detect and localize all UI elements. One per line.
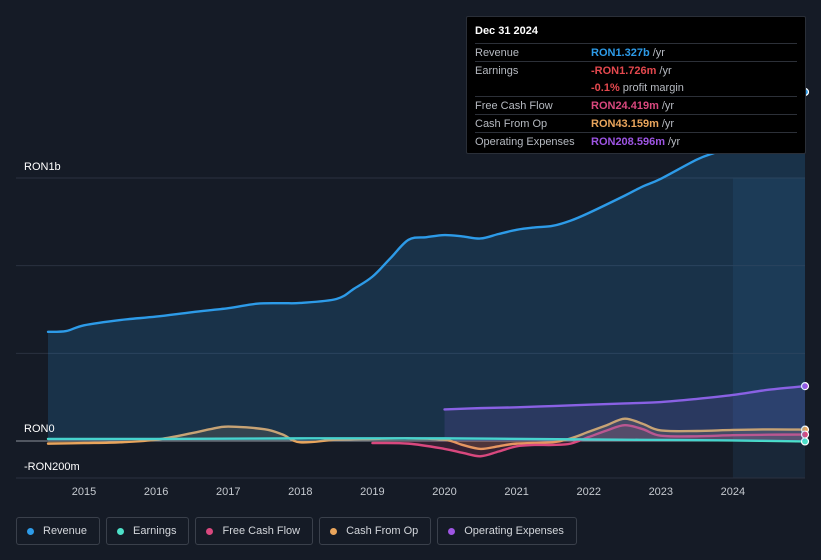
tooltip-unit: /yr — [659, 64, 672, 77]
tooltip-value: RON43.159m — [591, 117, 659, 130]
legend-label: Free Cash Flow — [222, 525, 301, 537]
x-tick-label: 2023 — [649, 486, 673, 498]
y-axis-top-label: RON1b — [24, 161, 61, 173]
legend-item-cash-from-op[interactable]: Cash From Op — [319, 517, 432, 545]
x-tick-label: 2020 — [432, 486, 456, 498]
legend-dot-icon — [27, 527, 34, 535]
free-cash-flow-line — [371, 424, 807, 458]
legend-item-revenue[interactable]: Revenue — [16, 517, 101, 545]
legend-label: Revenue — [43, 525, 88, 537]
operating-expenses-line — [443, 384, 807, 411]
tooltip-row: Earnings -RON1.726m/yr — [475, 61, 797, 79]
tooltip-value: RON24.419m — [591, 99, 659, 112]
tooltip-row: Cash From Op RON43.159m/yr — [475, 114, 797, 132]
x-tick-label: 2015 — [72, 486, 96, 498]
tooltip-label: Earnings — [475, 64, 519, 77]
x-tick-label: 2016 — [144, 486, 168, 498]
x-tick-label: 2021 — [504, 486, 528, 498]
legend-dot-icon — [206, 527, 214, 535]
tooltip-value: RON1.327b — [591, 46, 650, 59]
cash-from-op-line — [46, 417, 807, 451]
x-tick-label: 2019 — [360, 486, 384, 498]
x-tick-label: 2024 — [721, 486, 745, 498]
operating-expenses-end-marker — [800, 382, 810, 391]
tooltip-unit: /yr — [652, 46, 665, 59]
legend-item-free-cash-flow[interactable]: Free Cash Flow — [195, 517, 314, 545]
tooltip-label: Free Cash Flow — [475, 99, 553, 112]
tooltip-row: Revenue RON1.327b/yr — [475, 43, 797, 61]
tooltip-unit: profit margin — [622, 81, 684, 94]
tooltip-label: Operating Expenses — [475, 135, 575, 148]
tooltip-row: -0.1% profit margin — [475, 79, 797, 96]
legend-dot-icon — [448, 527, 456, 535]
legend-dot-icon — [117, 527, 125, 535]
legend: Revenue Earnings Free Cash Flow Cash From O… — [16, 517, 577, 545]
x-axis: 2015 2016 2017 2018 2019 2020 2021 2022 2023 2024 — [72, 486, 745, 498]
y-axis-bottom-label: -RON200m — [24, 461, 80, 473]
legend-dot-icon — [330, 527, 338, 535]
tooltip-row: Free Cash Flow RON24.419m/yr — [475, 96, 797, 114]
revenue-line — [46, 90, 807, 334]
tooltip-date: Dec 31 2024 — [475, 25, 538, 37]
operating-expenses-area — [444, 386, 805, 441]
series-group — [46, 87, 810, 458]
x-tick-label: 2017 — [216, 486, 240, 498]
tooltip-unit: /yr — [668, 135, 681, 148]
legend-label: Earnings — [133, 525, 177, 537]
tooltip-row: Operating Expenses RON208.596m/yr — [475, 132, 797, 150]
past-year-highlight — [732, 178, 805, 478]
legend-item-earnings[interactable]: Earnings — [106, 517, 190, 545]
revenue-area — [48, 91, 805, 442]
x-tick-label: 2022 — [576, 486, 600, 498]
tooltip-unit: /yr — [661, 117, 675, 130]
x-tick-label: 2018 — [288, 486, 312, 498]
legend-item-operating-expenses[interactable]: Operating Expenses — [437, 517, 577, 545]
free-cash-flow-area — [372, 425, 805, 457]
tooltip-label: Revenue — [475, 46, 520, 59]
tooltip-value: -0.1% — [591, 81, 620, 94]
tooltip-panel: Dec 31 2024 Revenue RON1.327b/yr Earnings -… — [466, 16, 806, 154]
tooltip-label: Cash From Op — [475, 117, 548, 130]
tooltip-value: RON208.596m — [591, 135, 665, 148]
tooltip-unit: /yr — [661, 99, 675, 112]
legend-label: Cash From Op — [346, 525, 419, 537]
y-axis-zero-label: RON0 — [24, 423, 55, 435]
legend-label: Operating Expenses — [464, 525, 564, 537]
earnings-end-marker — [800, 437, 810, 446]
tooltip-value: -RON1.726m — [591, 64, 657, 77]
earnings-line — [46, 437, 807, 443]
